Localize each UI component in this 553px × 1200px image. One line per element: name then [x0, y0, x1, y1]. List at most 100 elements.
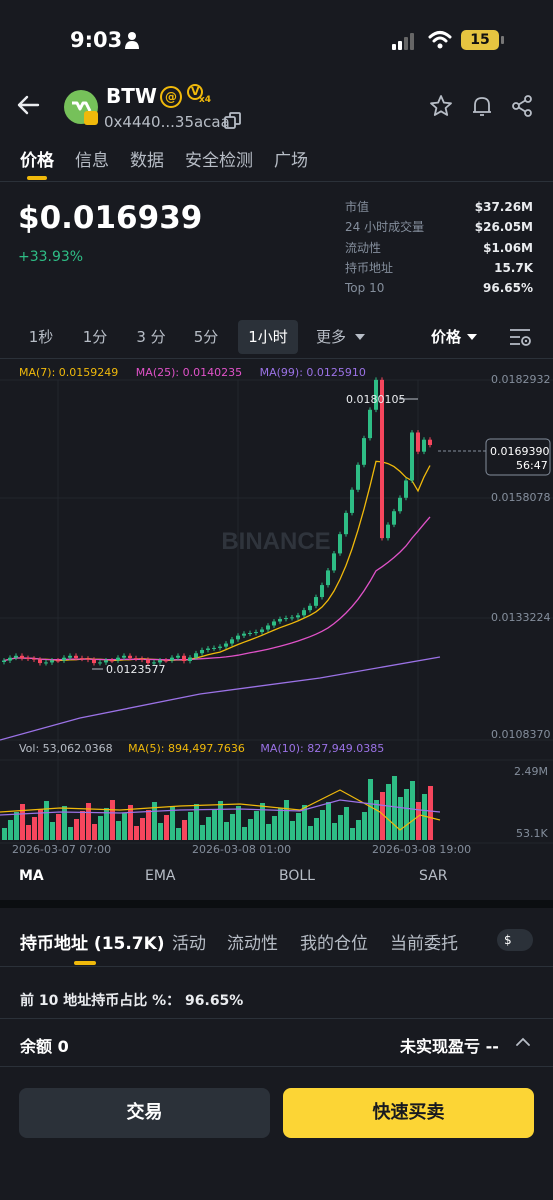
currency-toggle[interactable]: $	[497, 929, 533, 951]
bottom-divider	[0, 1066, 553, 1067]
candle-body	[194, 653, 198, 658]
verified-v-icon[interactable]: V x4	[186, 83, 211, 105]
candle-body	[392, 511, 396, 525]
quick-buy-sell-button[interactable]: 快速买卖	[283, 1088, 534, 1138]
volume-bar	[356, 820, 361, 840]
tab-holders[interactable]: 持币地址 (15.7K)	[20, 934, 165, 954]
volume-bar	[80, 811, 85, 840]
candle-body	[248, 633, 252, 635]
candle-body	[200, 649, 204, 654]
volume-bar	[308, 826, 313, 840]
back-arrow-icon[interactable]	[16, 94, 40, 116]
candle-body	[32, 658, 36, 660]
candle-body	[170, 657, 174, 661]
volume-bar	[314, 818, 319, 840]
volume-bar	[338, 815, 343, 840]
battery-indicator: 15	[461, 30, 499, 50]
time-tick: 2026-03-08 19:00	[372, 843, 471, 856]
verified-v-letter: V	[191, 85, 200, 98]
chart-settings-icon[interactable]	[508, 327, 532, 347]
volume-bar	[146, 810, 151, 840]
candle-body	[398, 497, 402, 512]
unrealized-pnl[interactable]: 未实现盈亏 --	[400, 1033, 499, 1057]
ma7-line	[3, 460, 431, 662]
tab-security-check[interactable]: 安全检测	[185, 151, 253, 171]
volume-bar	[278, 808, 283, 840]
interval-more[interactable]: 更多	[315, 328, 346, 346]
tab-my-positions[interactable]: 我的仓位	[300, 934, 368, 954]
indicator-sar[interactable]: SAR	[419, 868, 448, 884]
interval-5m[interactable]: 5分	[193, 328, 219, 346]
tab-activity[interactable]: 活动	[172, 934, 206, 954]
price-tick: 0.0182932	[491, 373, 551, 386]
candle-body	[230, 639, 234, 644]
tab-info[interactable]: 信息	[75, 151, 109, 171]
candle-body	[38, 659, 42, 664]
candle-body	[116, 657, 120, 661]
unrealized-value: --	[485, 1037, 499, 1056]
stat-value: 96.65%	[483, 281, 533, 296]
trade-button[interactable]: 交易	[19, 1088, 270, 1138]
candle-body	[98, 662, 102, 664]
tab-liquidity[interactable]: 流动性	[227, 934, 278, 954]
tab-open-orders[interactable]: 当前委托	[390, 934, 458, 954]
stat-label: 持币地址	[345, 260, 394, 275]
price-tick: 0.0108370	[491, 728, 551, 741]
candle-body	[260, 629, 264, 633]
volume-bar	[242, 827, 247, 840]
price-type-selector[interactable]: 价格	[430, 328, 461, 346]
token-name: BTW	[106, 84, 157, 108]
volume-bar	[272, 816, 277, 840]
market-stats: 市值 $37.26M 24 小时成交量 $26.05M 流动性 $1.06M 持币地址…	[345, 197, 533, 298]
candle-body	[404, 480, 408, 498]
indicator-boll[interactable]: BOLL	[279, 868, 315, 884]
volume-bar	[110, 800, 115, 840]
candle-countdown: 56:47	[516, 459, 548, 472]
candle-body	[158, 660, 162, 663]
balance-value: 0	[57, 1037, 69, 1056]
interval-3m[interactable]: 3 分	[136, 328, 166, 346]
holder-tabs-divider	[0, 966, 553, 967]
vol-ma10-legend: MA(10): 827,949.0385	[260, 742, 385, 755]
volume-bar	[230, 814, 235, 840]
candlestick-chart[interactable]: BINANCE 0.0182932 0.0158078 0.0133224 0.…	[0, 360, 553, 860]
indicator-ma[interactable]: MA	[19, 868, 44, 884]
volume-bar	[56, 814, 61, 840]
candle-body	[368, 409, 372, 439]
interval-1s[interactable]: 1秒	[28, 328, 54, 346]
price-caret-icon[interactable]	[467, 333, 477, 341]
indicator-ema[interactable]: EMA	[145, 868, 176, 884]
candle-body	[212, 647, 216, 649]
volume-bar	[194, 804, 199, 840]
candle-body	[14, 655, 18, 658]
volume-bar	[92, 824, 97, 840]
tab-data[interactable]: 数据	[130, 151, 164, 171]
volume-bar	[422, 794, 427, 840]
candle-body	[380, 379, 384, 539]
volume-bar	[302, 805, 307, 840]
volume-bar	[128, 805, 133, 840]
candle-body	[278, 618, 282, 622]
interval-1h[interactable]: 1小时	[238, 320, 298, 354]
verified-v-circle	[187, 84, 203, 100]
volume-bar	[380, 792, 385, 840]
more-caret-icon[interactable]	[355, 333, 365, 341]
star-favorite-icon[interactable]	[429, 94, 453, 118]
tabs-divider	[0, 181, 553, 182]
copy-icon[interactable]	[224, 112, 241, 129]
share-icon[interactable]	[510, 94, 534, 118]
volume-legend: Vol: 53,062.0368 MA(5): 894,497.7636 MA(…	[19, 742, 384, 755]
candle-body	[122, 655, 126, 658]
ma99-legend: MA(99): 0.0125910	[259, 366, 366, 379]
volume-bar	[134, 826, 139, 840]
candle-body	[338, 534, 342, 554]
interval-1m[interactable]: 1分	[82, 328, 108, 346]
chevron-up-icon[interactable]	[516, 1037, 530, 1047]
at-tag-icon[interactable]: @	[160, 86, 182, 108]
tab-square[interactable]: 广场	[274, 151, 308, 171]
bell-alert-icon[interactable]	[470, 94, 494, 118]
candle-body	[314, 597, 318, 606]
tab-price[interactable]: 价格	[20, 151, 54, 171]
volume-bar	[170, 807, 175, 840]
candle-body	[344, 512, 348, 535]
